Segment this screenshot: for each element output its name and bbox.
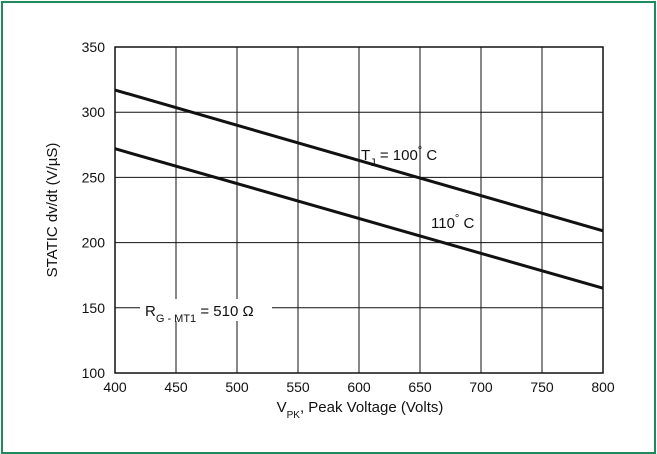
x-tick-label: 750 bbox=[530, 379, 554, 395]
x-tick-label: 450 bbox=[164, 379, 188, 395]
x-tick-label: 650 bbox=[408, 379, 432, 395]
plot-border bbox=[114, 46, 604, 374]
y-tick-label: 250 bbox=[82, 169, 106, 185]
series-line-110c bbox=[114, 147, 604, 290]
y-tick-label: 150 bbox=[82, 300, 106, 316]
plot-area bbox=[114, 46, 604, 374]
x-axis-label: VPK, Peak Voltage (Volts) bbox=[277, 399, 444, 421]
x-tick-label: 600 bbox=[347, 379, 371, 395]
annotation-rg-background bbox=[140, 299, 272, 321]
y-axis-label: STATIC dv/dt (V/µS) bbox=[44, 143, 61, 278]
x-tick-labels: 400 450 500 550 600 650 700 750 800 bbox=[103, 379, 615, 395]
annotation-110c: 110° C bbox=[431, 213, 474, 232]
x-tick-label: 800 bbox=[591, 379, 615, 395]
series-line-tj-100c bbox=[114, 88, 604, 233]
y-tick-label: 200 bbox=[82, 235, 106, 251]
annotation-tj-100c: TJ = 100° C bbox=[361, 145, 437, 169]
y-tick-label: 300 bbox=[82, 104, 106, 120]
x-tick-label: 500 bbox=[225, 379, 249, 395]
annotation-rg-mt1: RG - MT1 = 510 Ω bbox=[145, 303, 254, 325]
y-tick-labels: 100 150 200 250 300 350 bbox=[82, 39, 106, 381]
y-tick-label: 100 bbox=[82, 365, 106, 381]
x-tick-label: 400 bbox=[103, 379, 127, 395]
x-tick-label: 700 bbox=[469, 379, 493, 395]
x-tick-label: 550 bbox=[286, 379, 310, 395]
y-tick-label: 350 bbox=[82, 39, 106, 55]
series-lines bbox=[114, 88, 604, 290]
